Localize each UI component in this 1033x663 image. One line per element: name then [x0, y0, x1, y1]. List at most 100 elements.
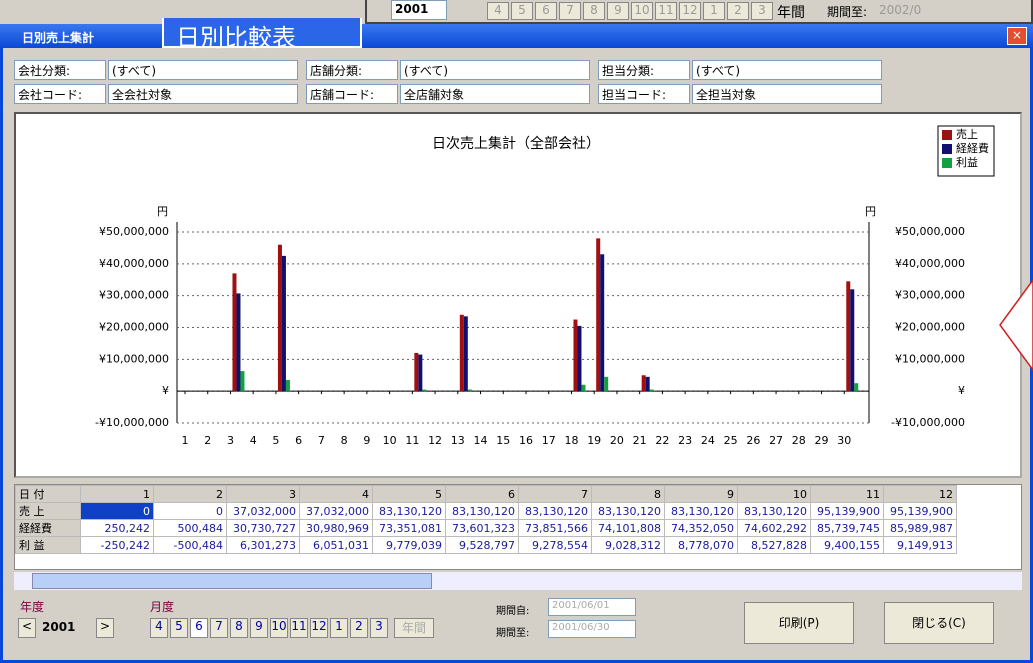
bar: [277, 244, 282, 392]
value-cell[interactable]: 8,778,070: [664, 536, 738, 554]
month-btn[interactable]: 7: [559, 2, 581, 20]
value-cell[interactable]: 85,739,745: [810, 519, 884, 537]
scrollbar[interactable]: [14, 572, 1022, 590]
value-cell[interactable]: 6,051,031: [299, 536, 373, 554]
y2-tick-label: ¥30,000,000: [895, 289, 965, 302]
value-cell[interactable]: 0: [153, 502, 227, 520]
value-cell[interactable]: 37,032,000: [299, 502, 373, 520]
month-btn[interactable]: 4: [487, 2, 509, 20]
value-cell[interactable]: 9,528,797: [445, 536, 519, 554]
header-cell: 5: [372, 485, 446, 503]
header-cell: 日 付: [15, 485, 81, 503]
value-cell[interactable]: -500,484: [153, 536, 227, 554]
month-btn[interactable]: 12: [310, 618, 328, 638]
close-btn[interactable]: 閉じる(C): [884, 602, 994, 644]
row-label: 利 益: [15, 536, 81, 554]
value-cell[interactable]: 9,028,312: [591, 536, 665, 554]
month-btn[interactable]: 3: [370, 618, 388, 638]
filter-value[interactable]: (すべて): [400, 60, 590, 80]
month-btn[interactable]: 11: [655, 2, 677, 20]
close-x[interactable]: ×: [1007, 27, 1027, 45]
x-tick-label: 26: [746, 434, 760, 447]
month-btn[interactable]: 8: [583, 2, 605, 20]
month-btn[interactable]: 5: [511, 2, 533, 20]
value-cell[interactable]: 74,602,292: [737, 519, 811, 537]
filter-value[interactable]: (すべて): [108, 60, 298, 80]
value-cell[interactable]: 8,527,828: [737, 536, 811, 554]
value-cell[interactable]: 83,130,120: [591, 502, 665, 520]
value-cell[interactable]: 250,242: [80, 519, 154, 537]
bar: [459, 314, 464, 392]
value-cell[interactable]: 73,351,081: [372, 519, 446, 537]
bar: [846, 281, 851, 392]
header-cell: 3: [226, 485, 300, 503]
bar: [581, 384, 586, 392]
value-cell[interactable]: 95,139,900: [810, 502, 884, 520]
month-btn[interactable]: 6: [190, 618, 208, 638]
value-cell[interactable]: -250,242: [80, 536, 154, 554]
x-tick-label: 22: [655, 434, 669, 447]
x-tick-label: 19: [587, 434, 601, 447]
value-cell[interactable]: 73,851,566: [518, 519, 592, 537]
month-label: 月度: [150, 600, 175, 614]
value-cell[interactable]: 83,130,120: [737, 502, 811, 520]
value-cell[interactable]: 0: [80, 502, 154, 520]
month-btn[interactable]: 2: [350, 618, 368, 638]
value-cell[interactable]: 95,139,900: [883, 502, 957, 520]
filter-value[interactable]: (すべて): [692, 60, 882, 80]
x-tick-label: 21: [633, 434, 647, 447]
header-cell: 10: [737, 485, 811, 503]
y-tick-label: ¥30,000,000: [99, 289, 169, 302]
bar: [281, 255, 286, 392]
month-btn[interactable]: 12: [679, 2, 701, 20]
value-cell[interactable]: 37,032,000: [226, 502, 300, 520]
header-cell: 6: [445, 485, 519, 503]
month-btn[interactable]: 7: [210, 618, 228, 638]
month-btn[interactable]: 1: [703, 2, 725, 20]
month-btn[interactable]: 2: [727, 2, 749, 20]
value-cell[interactable]: 74,101,808: [591, 519, 665, 537]
value-cell[interactable]: 9,779,039: [372, 536, 446, 554]
value-cell[interactable]: 83,130,120: [664, 502, 738, 520]
code-label: 担当コード:: [598, 84, 690, 104]
value-cell[interactable]: 74,352,050: [664, 519, 738, 537]
value-cell[interactable]: 9,278,554: [518, 536, 592, 554]
value-cell[interactable]: 9,149,913: [883, 536, 957, 554]
overlay-label: 日別比較表: [162, 18, 362, 52]
x-tick-label: 17: [542, 434, 556, 447]
value-cell[interactable]: 83,130,120: [518, 502, 592, 520]
annual-btn[interactable]: 年間: [394, 618, 434, 638]
month-btn[interactable]: 3: [751, 2, 773, 20]
value-cell[interactable]: 500,484: [153, 519, 227, 537]
year-next[interactable]: >: [96, 618, 114, 638]
month-btn[interactable]: 10: [631, 2, 653, 20]
month-btn[interactable]: 11: [290, 618, 308, 638]
month-btn[interactable]: 10: [270, 618, 288, 638]
month-btn[interactable]: 6: [535, 2, 557, 20]
month-btn[interactable]: 8: [230, 618, 248, 638]
x-tick-label: 25: [724, 434, 738, 447]
month-btn[interactable]: 9: [607, 2, 629, 20]
value-cell[interactable]: 83,130,120: [372, 502, 446, 520]
month-btn[interactable]: 9: [250, 618, 268, 638]
month-btn[interactable]: 4: [150, 618, 168, 638]
value-cell[interactable]: 73,601,323: [445, 519, 519, 537]
x-tick-label: 27: [769, 434, 783, 447]
month-btn[interactable]: 5: [170, 618, 188, 638]
header-cell: 2: [153, 485, 227, 503]
value-cell[interactable]: 9,400,155: [810, 536, 884, 554]
print-btn[interactable]: 印刷(P): [744, 602, 854, 644]
value-cell[interactable]: 6,301,273: [226, 536, 300, 554]
value-cell[interactable]: 30,980,969: [299, 519, 373, 537]
header-cell: 12: [883, 485, 957, 503]
value-cell[interactable]: 85,989,987: [883, 519, 957, 537]
value-cell[interactable]: 30,730,727: [226, 519, 300, 537]
value-cell[interactable]: 83,130,120: [445, 502, 519, 520]
table-area: 日 付 1 2 3 4 5 6 7 8 9 10 11 12 売 上 0 0 37,032,000 37,032,…: [14, 484, 1022, 570]
month-btn[interactable]: 1: [330, 618, 348, 638]
title-bar: 日別売上集計 ×: [0, 24, 1033, 48]
x-tick-label: 14: [474, 434, 488, 447]
year-prev[interactable]: <: [18, 618, 36, 638]
header-cell: 1: [80, 485, 154, 503]
legend-swatch: [942, 130, 952, 140]
